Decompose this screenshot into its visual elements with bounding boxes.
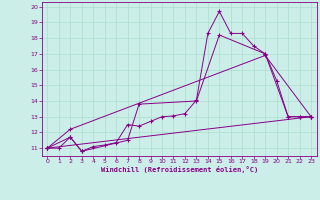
X-axis label: Windchill (Refroidissement éolien,°C): Windchill (Refroidissement éolien,°C) [100,166,258,173]
